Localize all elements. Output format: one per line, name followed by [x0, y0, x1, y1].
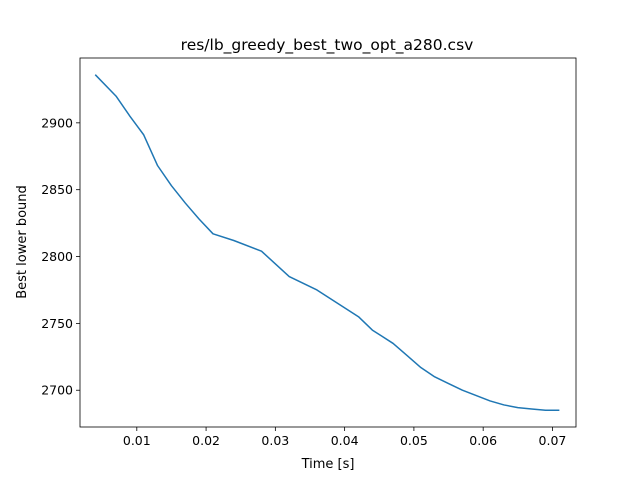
x-axis: 0.01 0.02 0.03 0.04 0.05 0.06 0.07 — [123, 427, 566, 448]
x-tick-label: 0.05 — [400, 433, 428, 448]
y-tick-label: 2800 — [41, 249, 73, 264]
y-axis: 2700 2750 2800 2850 2900 — [41, 115, 80, 398]
x-tick-label: 0.07 — [539, 433, 567, 448]
y-tick-label: 2700 — [41, 383, 73, 398]
x-tick-label: 0.04 — [331, 433, 359, 448]
plot-frame — [79, 57, 577, 428]
x-tick-label: 0.03 — [261, 433, 289, 448]
x-tick-label: 0.06 — [469, 433, 497, 448]
x-tick-label: 0.02 — [192, 433, 220, 448]
x-tick-label: 0.01 — [123, 433, 151, 448]
y-tick-label: 2750 — [41, 316, 73, 331]
chart-title: res/lb_greedy_best_two_opt_a280.csv — [181, 36, 474, 55]
y-tick-label: 2900 — [41, 115, 73, 130]
x-axis-label: Time [s] — [301, 457, 355, 472]
y-axis-label: Best lower bound — [15, 185, 30, 299]
plot-area — [79, 57, 577, 428]
y-tick-label: 2850 — [41, 182, 73, 197]
series-line — [94, 74, 560, 412]
